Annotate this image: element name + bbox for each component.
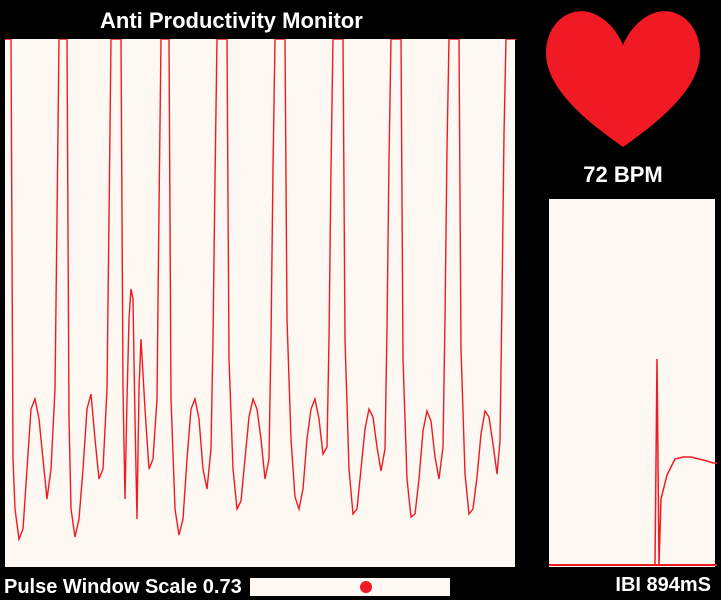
pulse-waveform-svg: [5, 39, 517, 569]
pulse-waveform-chart: [4, 38, 516, 568]
app-title: Anti Productivity Monitor: [100, 8, 363, 34]
ibi-chart-svg: [549, 199, 717, 569]
heart-indicator: [530, 4, 716, 154]
scale-label: Pulse Window Scale 0.73: [4, 576, 242, 599]
scale-slider[interactable]: [250, 578, 450, 596]
ibi-readout: IBI 894mS: [615, 574, 711, 597]
heart-icon: [538, 9, 708, 149]
bottom-controls: Pulse Window Scale 0.73: [0, 574, 721, 600]
bpm-readout: 72 BPM: [530, 162, 716, 188]
ibi-chart: [548, 198, 716, 568]
scale-slider-handle[interactable]: [360, 581, 372, 593]
